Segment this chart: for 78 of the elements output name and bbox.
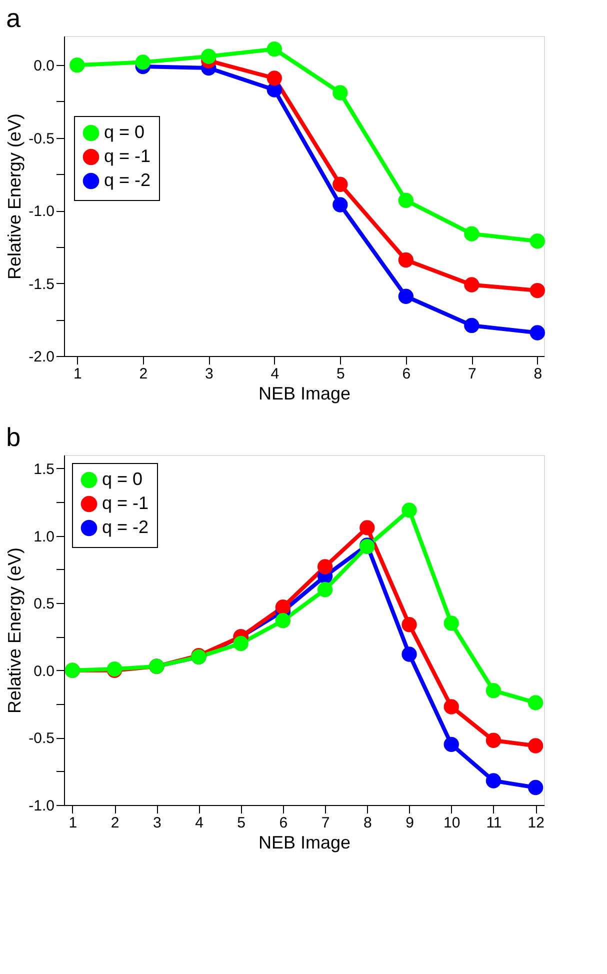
point <box>135 54 150 70</box>
point <box>402 646 417 662</box>
point <box>444 699 459 714</box>
x-tick-label: 6 <box>279 814 288 832</box>
y-tick-label: -1.0 <box>28 798 54 814</box>
point <box>398 288 414 304</box>
point <box>70 58 85 73</box>
y-tick-label: -0.5 <box>28 130 54 148</box>
legend-label: q = -1 <box>102 493 149 513</box>
point <box>528 695 544 710</box>
point <box>530 234 546 249</box>
x-axis-title: NEB Image <box>258 832 351 852</box>
x-tick-label: 2 <box>139 366 148 382</box>
x-tick-label: 1 <box>68 814 78 832</box>
x-tick-label: 9 <box>406 814 414 832</box>
point <box>275 613 291 628</box>
point <box>444 736 459 752</box>
point <box>464 277 480 292</box>
x-tick-label: 7 <box>321 814 330 832</box>
point <box>528 738 544 754</box>
point <box>398 252 414 268</box>
point <box>486 732 502 748</box>
point <box>530 282 546 298</box>
legend-label: q = 0 <box>102 469 143 489</box>
x-axis-title: NEB Image <box>258 384 351 404</box>
x-tick-label: 8 <box>534 366 542 382</box>
point <box>317 582 333 598</box>
legend-label: q = -1 <box>104 146 151 166</box>
chart-title: a <box>6 3 22 33</box>
point <box>266 42 282 57</box>
point <box>464 226 480 242</box>
y-axis-title: Relative Energy (eV) <box>4 113 25 280</box>
x-tick-label: 3 <box>204 366 214 382</box>
point <box>332 197 348 212</box>
x-tick-label: 1 <box>73 366 82 382</box>
point <box>444 616 459 631</box>
y-tick-label: 1.0 <box>34 528 54 546</box>
point <box>486 773 502 788</box>
x-tick-label: 5 <box>237 814 246 832</box>
point <box>402 617 417 632</box>
x-tick-label: 4 <box>270 366 280 382</box>
y-tick-label: 0.0 <box>34 58 54 75</box>
x-tick-label: 5 <box>336 366 345 382</box>
legend-label: q = -2 <box>104 170 151 190</box>
y-tick-label: -1.0 <box>28 203 54 220</box>
point <box>275 600 291 615</box>
y-axis-title: Relative Energy (eV) <box>4 547 25 714</box>
y-tick-label: -2.0 <box>28 348 54 366</box>
legend-label: q = 0 <box>104 122 145 142</box>
point <box>332 85 348 100</box>
x-tick-label: 10 <box>444 814 460 832</box>
chart-title: b <box>6 422 21 452</box>
y-tick-label: 1.5 <box>34 460 54 478</box>
legend-label: q = -2 <box>102 517 149 537</box>
x-tick-label: 12 <box>528 814 544 832</box>
x-tick-label: 2 <box>110 814 120 832</box>
point <box>402 502 417 518</box>
y-tick-label: 0.5 <box>34 596 54 613</box>
point <box>317 559 333 574</box>
y-tick-label: -1.5 <box>28 276 54 293</box>
point <box>233 636 248 652</box>
point <box>464 318 480 334</box>
point <box>398 192 414 208</box>
point <box>332 176 348 192</box>
point <box>528 780 544 796</box>
point <box>360 520 375 536</box>
x-tick-label: 4 <box>195 814 204 832</box>
x-tick-label: 6 <box>402 366 411 382</box>
point <box>201 48 216 64</box>
x-tick-label: 11 <box>486 814 502 832</box>
point <box>486 683 502 698</box>
x-tick-label: 7 <box>468 366 476 382</box>
y-tick-label: 0.0 <box>34 662 54 680</box>
point <box>266 70 282 86</box>
x-tick-label: 3 <box>152 814 162 832</box>
y-tick-label: -0.5 <box>28 730 54 748</box>
x-tick-label: 8 <box>363 814 372 832</box>
point <box>530 325 546 340</box>
